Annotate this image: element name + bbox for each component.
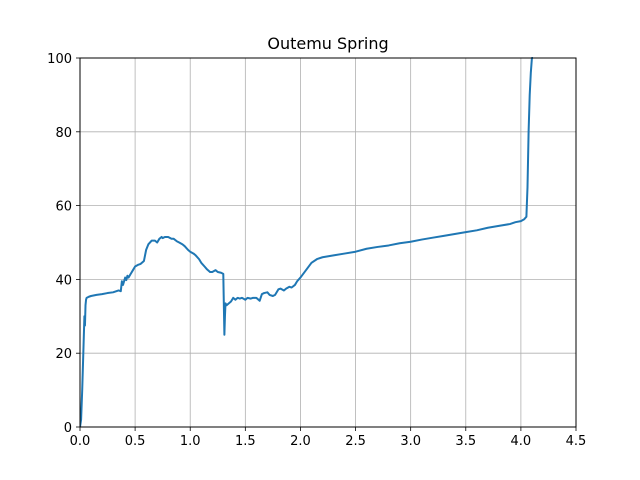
plot-area-frame [79, 57, 577, 428]
x-tick-label: 1.0 [180, 434, 201, 449]
x-tick-label: 2.0 [290, 434, 311, 449]
x-tick-label: 0.0 [70, 434, 91, 449]
x-tick-label: 4.5 [566, 434, 587, 449]
y-tick-label: 60 [55, 200, 72, 215]
y-tick-label: 0 [64, 421, 72, 436]
x-tick-label: 3.0 [400, 434, 421, 449]
x-tick-label: 4.0 [511, 434, 532, 449]
x-axis-ticks: 0.0 0.5 1.0 1.5 2.0 2.5 3.0 3.5 4.0 4.5 [70, 427, 587, 449]
series-line [80, 57, 534, 427]
y-tick-label: 80 [55, 126, 72, 141]
y-axis-ticks: 0 20 40 60 80 100 [47, 52, 80, 436]
x-tick-label: 1.5 [235, 434, 256, 449]
series-layer [80, 57, 534, 427]
y-tick-label: 40 [55, 273, 72, 288]
x-tick-label: 2.5 [345, 434, 366, 449]
chart-title: Outemu Spring [267, 34, 388, 53]
y-tick-label: 100 [47, 52, 72, 67]
x-tick-label: 3.5 [455, 434, 476, 449]
y-tick-label: 20 [55, 347, 72, 362]
x-tick-label: 0.5 [125, 434, 146, 449]
